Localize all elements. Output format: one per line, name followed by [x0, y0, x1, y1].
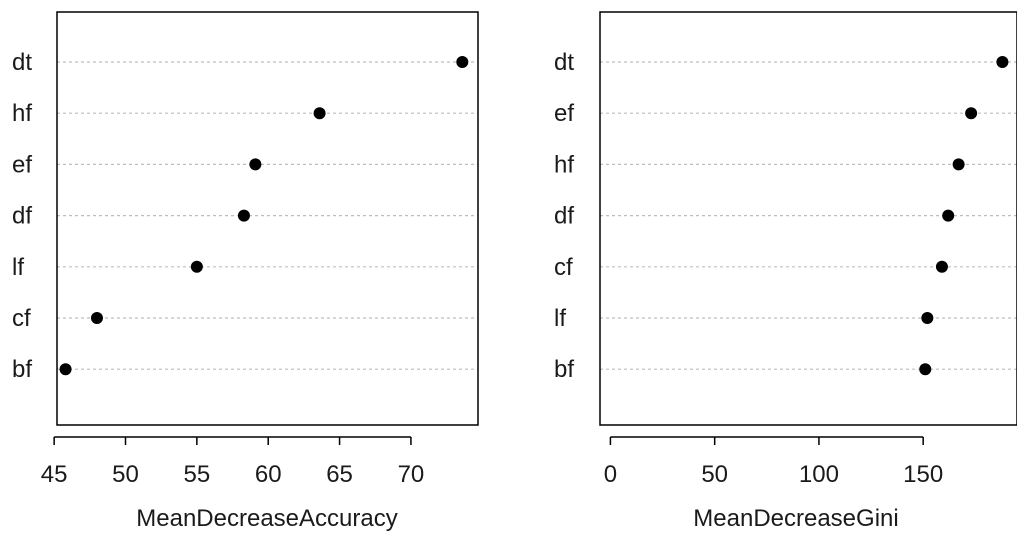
category-label: cf	[12, 305, 31, 332]
category-label: df	[554, 203, 574, 230]
category-label: bf	[12, 356, 32, 383]
x-tick-label: 50	[701, 461, 728, 488]
x-tick-label: 45	[41, 461, 68, 488]
data-point	[935, 260, 948, 273]
x-tick-label: 100	[799, 461, 839, 488]
x-tick-label: 150	[903, 461, 943, 488]
data-point	[313, 107, 326, 120]
data-point	[90, 312, 103, 324]
x-axis-title: MeanDecreaseAccuracy	[136, 505, 397, 532]
x-tick-label: 0	[604, 461, 617, 488]
category-label: bf	[554, 356, 574, 383]
category-label: dt	[12, 49, 32, 76]
data-point	[921, 312, 934, 324]
category-label: hf	[554, 151, 574, 178]
category-label: lf	[12, 254, 24, 281]
data-point	[249, 158, 262, 171]
category-label: dt	[554, 49, 574, 76]
x-tick-label: 70	[398, 461, 425, 488]
x-axis-title: MeanDecreaseGini	[693, 505, 898, 532]
accuracy-panel: dt hf ef df lf cf bf 45 50 55 60 65 70MeanDecreaseAc…	[12, 11, 479, 532]
x-tick-label: 65	[326, 461, 353, 488]
category-label: ef	[554, 100, 574, 127]
category-label: cf	[554, 254, 573, 281]
category-label: hf	[12, 100, 32, 127]
plot-frame	[56, 11, 479, 426]
data-point	[919, 363, 932, 376]
x-tick-label: 55	[184, 461, 211, 488]
data-point	[942, 209, 955, 222]
category-label: lf	[554, 305, 566, 332]
data-point	[237, 209, 250, 222]
x-tick-label: 60	[255, 461, 282, 488]
data-point	[456, 56, 469, 68]
x-tick-label: 50	[112, 461, 139, 488]
data-point	[965, 107, 978, 120]
category-label: df	[12, 203, 32, 230]
plot-frame	[599, 11, 1017, 426]
data-point	[59, 363, 72, 376]
data-point	[996, 56, 1009, 68]
category-label: ef	[12, 151, 32, 178]
data-point	[190, 260, 203, 273]
data-point	[952, 158, 965, 171]
